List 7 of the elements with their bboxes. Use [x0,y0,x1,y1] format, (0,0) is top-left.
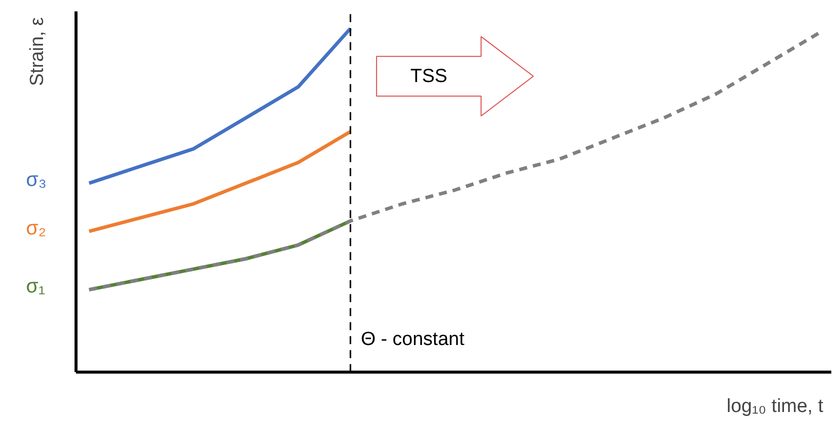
text: σ₂ [26,217,46,240]
y-axis-title: Strain, ε [27,16,48,86]
x-axis-title: log₁₀ time, t [726,396,824,418]
annotation: Θ - constant [360,329,466,350]
annotation: TSS [410,66,448,87]
text: σ₃ [26,169,47,192]
text: σ₁ [26,276,46,298]
